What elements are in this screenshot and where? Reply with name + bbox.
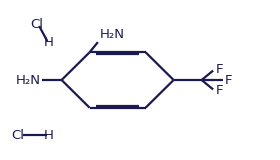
Text: F: F [215, 84, 223, 97]
Text: H: H [44, 129, 54, 142]
Text: H₂N: H₂N [16, 73, 41, 87]
Text: F: F [215, 63, 223, 76]
Text: H₂N: H₂N [99, 28, 124, 41]
Text: Cl: Cl [12, 129, 25, 142]
Text: Cl: Cl [30, 18, 43, 31]
Text: H: H [44, 36, 54, 49]
Text: F: F [225, 73, 232, 87]
